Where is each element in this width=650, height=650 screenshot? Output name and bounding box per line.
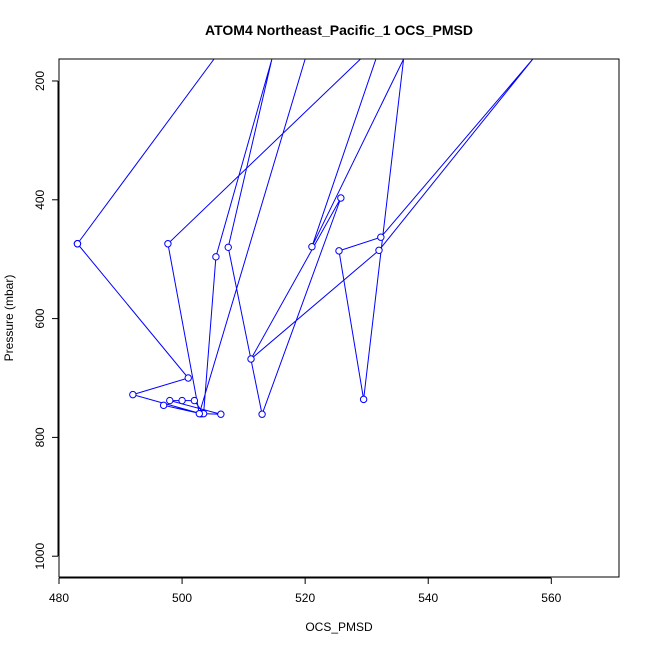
data-point [166,396,174,405]
data-point [178,396,186,405]
data-point [247,355,255,363]
series-line [77,59,534,417]
data-point [337,194,345,202]
data-point [308,243,316,251]
x-tick-label: 520 [295,591,315,605]
plot-frame [58,58,620,578]
y-tick-label: 200 [33,71,47,91]
series-layer [73,59,534,418]
data-point [224,243,232,252]
x-axis-label: OCS_PMSD [305,620,373,634]
data-point [184,374,192,382]
chart-title: ATOM4 Northeast_Pacific_1 OCS_PMSD [205,22,473,38]
x-tick-label: 540 [418,591,438,605]
data-point [335,247,343,255]
data-point [375,246,383,254]
y-tick-label: 600 [33,308,47,328]
y-axis-label: Pressure (mbar) [2,275,16,362]
data-point [212,253,220,261]
x-tick-label: 500 [172,591,192,605]
data-point [359,395,368,404]
x-axis: 480 500 520 540 560 [49,577,562,605]
y-tick-label: 1000 [33,543,47,570]
data-point [217,410,225,418]
y-axis: 200 400 600 800 1000 [33,71,59,570]
data-point [195,409,204,418]
y-tick-label: 400 [33,189,47,209]
y-tick-label: 800 [33,427,47,447]
x-tick-label: 480 [49,591,69,605]
data-point [129,390,137,399]
x-tick-label: 560 [541,591,561,605]
data-point [73,240,82,248]
data-point [159,401,168,410]
data-point [190,396,199,405]
data-point [164,240,172,248]
data-point [377,233,385,241]
data-point [258,410,266,418]
